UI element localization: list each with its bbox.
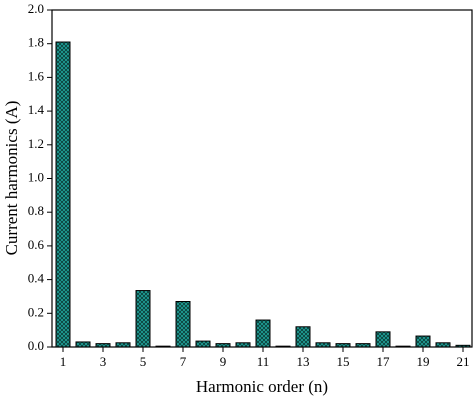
y-tick-label: 0.0 xyxy=(28,338,44,353)
bar xyxy=(115,342,131,348)
bar xyxy=(295,326,311,348)
y-tick-label: 1.4 xyxy=(28,102,45,117)
y-axis-title: Current harmonics (A) xyxy=(2,101,21,256)
x-tick-label: 1 xyxy=(60,354,67,369)
x-tick-label: 3 xyxy=(100,354,107,369)
x-tick-label: 13 xyxy=(297,354,310,369)
bar xyxy=(55,41,71,348)
x-tick-label: 7 xyxy=(180,354,187,369)
y-tick-label: 1.2 xyxy=(28,136,44,151)
x-tick-label: 9 xyxy=(220,354,227,369)
x-tick-label: 21 xyxy=(457,354,470,369)
x-tick-label: 19 xyxy=(417,354,430,369)
bar xyxy=(415,335,431,348)
y-tick-label: 2.0 xyxy=(28,1,44,16)
y-tick-label: 0.4 xyxy=(28,271,45,286)
x-tick-label: 5 xyxy=(140,354,147,369)
x-tick-label: 15 xyxy=(337,354,350,369)
plot-frame xyxy=(51,9,473,348)
bar xyxy=(315,342,331,348)
bar xyxy=(135,290,151,348)
bar xyxy=(255,319,271,348)
bar xyxy=(375,331,391,348)
y-tick-label: 0.8 xyxy=(28,203,44,218)
y-tick-label: 0.2 xyxy=(28,304,44,319)
x-tick-label: 11 xyxy=(257,354,270,369)
bar xyxy=(195,340,211,348)
bar xyxy=(75,341,91,348)
x-axis-title: Harmonic order (n) xyxy=(196,377,328,396)
bar xyxy=(435,342,451,348)
y-tick-label: 1.8 xyxy=(28,35,44,50)
bar xyxy=(175,301,191,348)
y-tick-label: 1.6 xyxy=(28,68,45,83)
x-tick-label: 17 xyxy=(377,354,391,369)
bar xyxy=(235,342,251,348)
y-tick-label: 1.0 xyxy=(28,169,44,184)
y-tick-label: 0.6 xyxy=(28,237,45,252)
